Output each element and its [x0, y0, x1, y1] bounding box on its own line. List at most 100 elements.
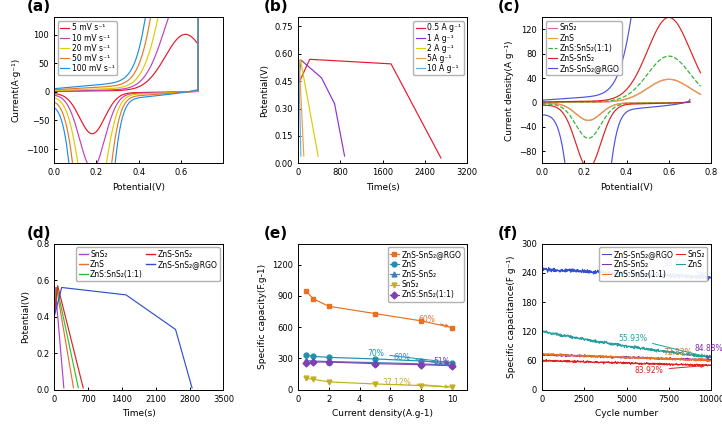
Y-axis label: Current(A·g⁻¹): Current(A·g⁻¹): [12, 58, 21, 123]
ZnS:SnS₂(1:1): [417, 362, 425, 367]
0.5 A g⁻¹: [371, 61, 380, 66]
ZnS-SnS₂: [591, 98, 600, 103]
5 mV s⁻¹: [88, 131, 97, 136]
2 A g⁻¹: [300, 81, 309, 86]
Y-axis label: Specific capacity(F.g-1): Specific capacity(F.g-1): [258, 264, 266, 369]
20 mV s⁻¹: [88, 87, 97, 92]
Text: (c): (c): [497, 0, 521, 14]
50 mV s⁻¹: [98, 84, 107, 90]
2 A g⁻¹: [314, 153, 323, 158]
Text: (d): (d): [27, 226, 51, 241]
20 mV s⁻¹: [50, 95, 58, 100]
ZnS-SnS₂: [580, 99, 588, 104]
Text: (a): (a): [27, 0, 51, 14]
Line: ZnS: ZnS: [303, 353, 454, 365]
ZnS:SnS₂(1:1): [567, 353, 576, 358]
SnS₂: [370, 381, 379, 387]
ZnS: [417, 359, 425, 364]
Legend: 0.5 A g⁻¹, 1 A g⁻¹, 2 A g⁻¹, 5A g⁻¹, 10 A g⁻¹: 0.5 A g⁻¹, 1 A g⁻¹, 2 A g⁻¹, 5A g⁻¹, 10 …: [414, 21, 464, 75]
1 A g⁻¹: [297, 58, 305, 63]
10 A g⁻¹: [296, 117, 305, 122]
ZnS: [537, 100, 546, 105]
Line: 5 mV s⁻¹: 5 mV s⁻¹: [54, 34, 198, 134]
2 A g⁻¹: [305, 106, 314, 111]
ZnS:SnS₂(1:1): [665, 357, 674, 362]
ZnS-SnS₂: [682, 100, 690, 105]
ZnS: [567, 336, 576, 341]
ZnS-SnS₂@RGO: [567, 269, 576, 274]
50 mV s⁻¹: [147, 15, 155, 20]
0.5 A g⁻¹: [379, 61, 388, 66]
ZnS:SnS₂(1:1): [581, 353, 590, 359]
X-axis label: Time(s): Time(s): [122, 409, 156, 418]
10 mV s⁻¹: [98, 87, 107, 93]
Line: ZnS: ZnS: [542, 79, 700, 120]
ZnS:SnS₂(1:1): [682, 100, 690, 105]
Line: 100 mV s⁻¹: 100 mV s⁻¹: [54, 17, 198, 166]
100 mV s⁻¹: [88, 83, 97, 88]
ZnS: [707, 355, 716, 360]
100 mV s⁻¹: [110, 164, 119, 169]
ZnS-SnS₂: [417, 361, 425, 366]
20 mV s⁻¹: [175, 15, 183, 20]
ZnS-SnS₂: [537, 103, 546, 108]
5A g⁻¹: [297, 113, 306, 118]
ZnS: [50, 314, 58, 319]
0.5 A g⁻¹: [437, 155, 445, 161]
Text: (f): (f): [497, 226, 518, 241]
X-axis label: Cycle number: Cycle number: [595, 409, 658, 418]
ZnS:SnS₂(1:1): [74, 385, 83, 391]
X-axis label: Current density(A.g-1): Current density(A.g-1): [332, 409, 433, 418]
Line: ZnS-SnS₂: ZnS-SnS₂: [54, 286, 83, 388]
10 A g⁻¹: [295, 108, 304, 113]
20 mV s⁻¹: [98, 86, 107, 91]
ZnS-SnS₂: [324, 359, 333, 364]
ZnS-SnS₂@RGO: [324, 304, 333, 309]
50 mV s⁻¹: [88, 85, 97, 90]
Line: ZnS-SnS₂@RGO: ZnS-SnS₂@RGO: [54, 288, 192, 388]
SnS₂: [59, 382, 68, 387]
Text: 51%: 51%: [433, 357, 451, 365]
ZnS-SnS₂@RGO: [151, 313, 160, 318]
Text: (e): (e): [264, 226, 288, 241]
ZnS-SnS₂: [301, 358, 310, 363]
10 A g⁻¹: [294, 82, 303, 87]
SnS₂: [309, 377, 318, 382]
5 mV s⁻¹: [88, 88, 97, 94]
X-axis label: Time(s): Time(s): [366, 183, 399, 192]
SnS₂: [638, 361, 646, 366]
10 mV s⁻¹: [175, 15, 183, 20]
10 A g⁻¹: [295, 113, 304, 118]
ZnS:SnS₂(1:1): [63, 334, 71, 339]
ZnS:SnS₂(1:1): [538, 351, 547, 356]
ZnS: [52, 285, 61, 290]
ZnS: [370, 356, 379, 362]
2 A g⁻¹: [304, 102, 313, 107]
Text: 83.92%: 83.92%: [635, 365, 704, 375]
5 mV s⁻¹: [98, 88, 107, 94]
ZnS-SnS₂@RGO: [82, 288, 90, 293]
ZnS-SnS₂: [707, 357, 716, 362]
20 mV s⁻¹: [50, 88, 58, 93]
ZnS-SnS₂: [537, 353, 546, 358]
100 mV s⁻¹: [98, 82, 107, 87]
ZnS-SnS₂@RGO: [682, 100, 690, 105]
ZnS-SnS₂@RGO: [580, 94, 588, 100]
2 A g⁻¹: [308, 120, 316, 126]
ZnS-SnS₂: [545, 352, 554, 357]
Legend: SnS₂, ZnS, ZnS:SnS₂(1:1), ZnS-SnS₂, ZnS-SnS₂@RGO: SnS₂, ZnS, ZnS:SnS₂(1:1), ZnS-SnS₂, ZnS-…: [546, 21, 622, 75]
ZnS-SnS₂: [665, 356, 674, 362]
ZnS:SnS₂(1:1): [448, 363, 456, 368]
ZnS-SnS₂: [68, 343, 77, 348]
Line: ZnS-SnS₂: ZnS-SnS₂: [542, 354, 711, 361]
Line: ZnS-SnS₂@RGO: ZnS-SnS₂@RGO: [542, 267, 711, 280]
SnS₂: [59, 385, 68, 391]
ZnS-SnS₂: [71, 354, 79, 359]
ZnS-SnS₂@RGO: [301, 288, 310, 293]
1 A g⁻¹: [326, 93, 335, 98]
ZnS-SnS₂: [537, 100, 546, 105]
20 mV s⁻¹: [147, 43, 155, 48]
SnS₂: [56, 344, 65, 349]
Line: ZnS-SnS₂@RGO: ZnS-SnS₂@RGO: [542, 17, 700, 169]
ZnS:SnS₂(1:1): [50, 314, 58, 319]
